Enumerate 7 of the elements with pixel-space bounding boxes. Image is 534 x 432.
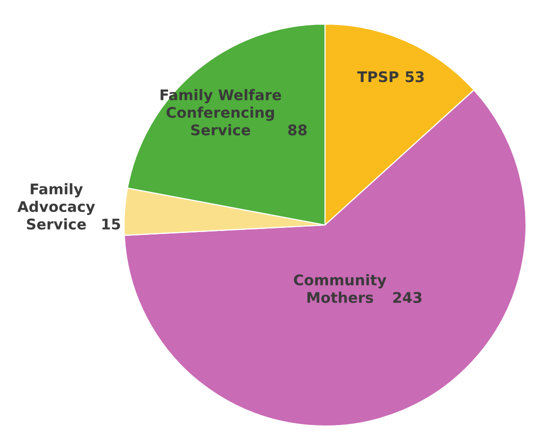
data-label: 15 <box>102 218 120 230</box>
slice-label: Family Advocacy Service <box>17 183 95 230</box>
data-label: 88 <box>288 124 307 136</box>
data-label: 243 <box>393 292 422 303</box>
data-label: 53 <box>406 71 424 82</box>
slice-label: TPSP <box>357 71 398 82</box>
slice-label: Community Mothers <box>294 274 386 303</box>
